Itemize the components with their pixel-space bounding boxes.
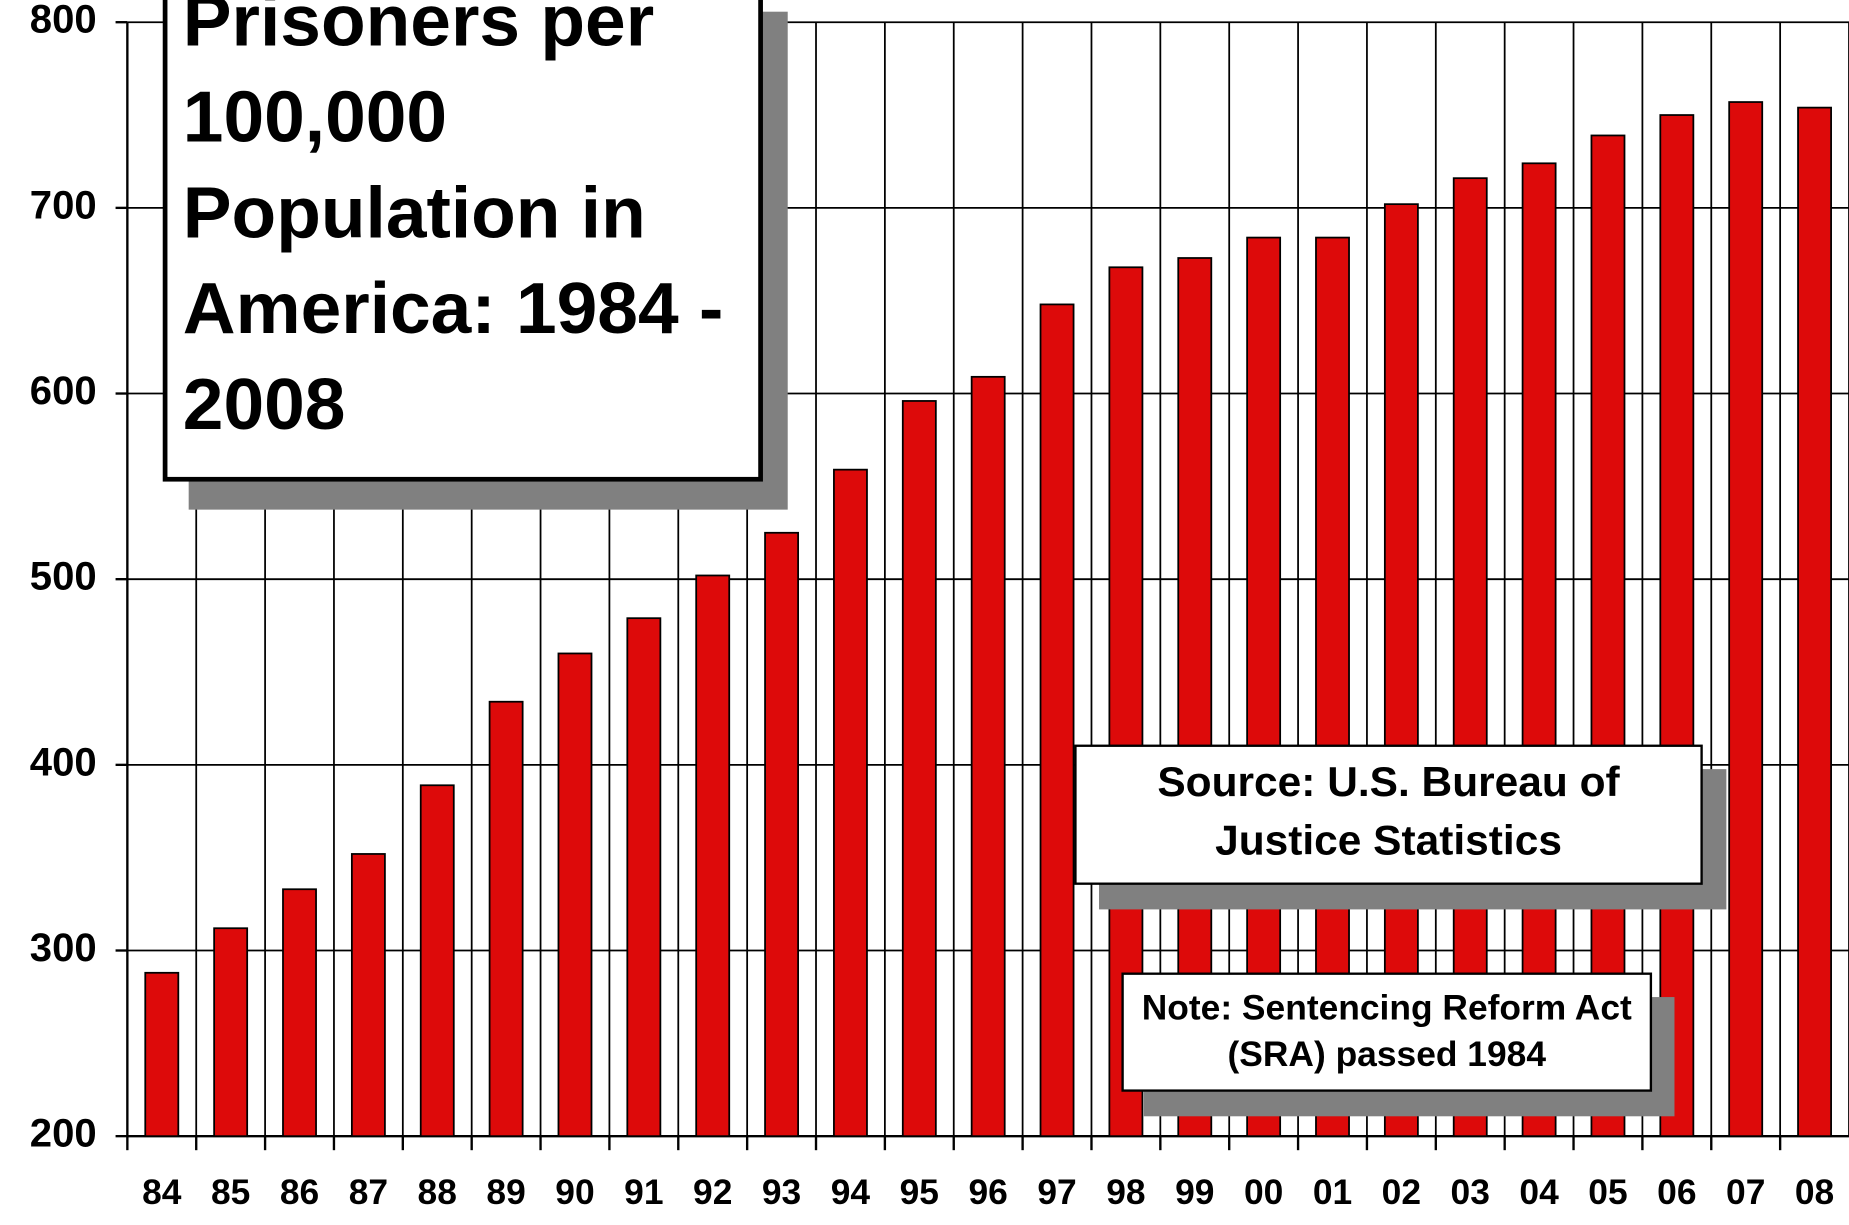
y-tick-label: 800: [30, 0, 97, 42]
note-box: [1121, 972, 1653, 1092]
bar: [1039, 303, 1075, 1138]
x-tick-label: 88: [418, 1173, 457, 1212]
x-tick-label: 01: [1313, 1173, 1352, 1212]
x-tick-label: 97: [1037, 1173, 1076, 1212]
bar: [764, 531, 799, 1138]
chart-title: Prisoners per 100,000 Population in Amer…: [182, 0, 724, 446]
y-tick-label: 600: [30, 369, 97, 413]
x-tick-label: 03: [1451, 1173, 1490, 1212]
bar: [970, 375, 1006, 1138]
bar: [144, 971, 180, 1138]
x-tick-label: 06: [1657, 1173, 1696, 1212]
plot: 200 300 400 500 600 700 800 84 85 86 87 88 89 90 91 92 9…: [30, 0, 1849, 1212]
x-tick-label: 00: [1244, 1173, 1283, 1212]
bar: [350, 853, 386, 1138]
bar: [1659, 114, 1695, 1138]
bar: [488, 700, 524, 1138]
bar: [833, 468, 868, 1138]
bar: [1590, 134, 1626, 1138]
x-tick-label: 96: [968, 1173, 1007, 1212]
y-tick-label: 500: [30, 555, 97, 599]
bar: [1728, 101, 1764, 1138]
bar: [695, 574, 731, 1138]
bar: [419, 784, 455, 1138]
x-tick-label: 98: [1106, 1173, 1145, 1212]
bar: [282, 888, 317, 1138]
bar: [213, 927, 249, 1138]
x-tick-label: 99: [1175, 1173, 1214, 1212]
x-tick-label: 07: [1726, 1173, 1765, 1212]
bar: [626, 617, 662, 1138]
x-tick-label: 91: [624, 1173, 663, 1212]
x-tick-label: 08: [1795, 1173, 1834, 1212]
y-tick-label: 700: [30, 184, 97, 228]
source-note: Source: U.S. Bureau of Justice Statistic…: [1157, 757, 1620, 864]
note-holder: Note: Sentencing Reform Act (SRA) passed…: [1141, 988, 1632, 1075]
y-tick-label: 400: [30, 741, 97, 785]
title-holder: Prisoners per 100,000 Population in Amer…: [182, 0, 724, 446]
x-tick-label: 84: [142, 1173, 182, 1212]
source-box: [1074, 744, 1703, 885]
x-tick-label: 02: [1382, 1173, 1421, 1212]
sra-note: Note: Sentencing Reform Act (SRA) passed…: [1141, 988, 1632, 1075]
y-tick-label: 200: [30, 1112, 97, 1156]
source-holder: Source: U.S. Bureau of Justice Statistic…: [1157, 757, 1620, 864]
bar: [901, 400, 937, 1138]
y-tick-label: 300: [30, 926, 97, 970]
x-tick-label: 90: [555, 1173, 594, 1212]
overlays: Prisoners per 100,000 Population in Amer…: [162, 0, 1727, 1117]
x-tick-label: 86: [280, 1173, 319, 1212]
title-box: [162, 0, 763, 482]
x-tick-label: 85: [211, 1173, 250, 1212]
x-tick-label: 05: [1588, 1173, 1627, 1212]
x-tick-label: 95: [900, 1173, 939, 1212]
bar: [557, 652, 593, 1138]
bar: [1797, 106, 1832, 1138]
x-tick-label: 94: [831, 1173, 871, 1212]
x-tick-label: 87: [349, 1173, 388, 1212]
x-tick-label: 92: [693, 1173, 732, 1212]
x-tick-label: 04: [1519, 1173, 1559, 1212]
x-tick-label: 93: [762, 1173, 801, 1212]
x-tick-label: 89: [486, 1173, 525, 1212]
